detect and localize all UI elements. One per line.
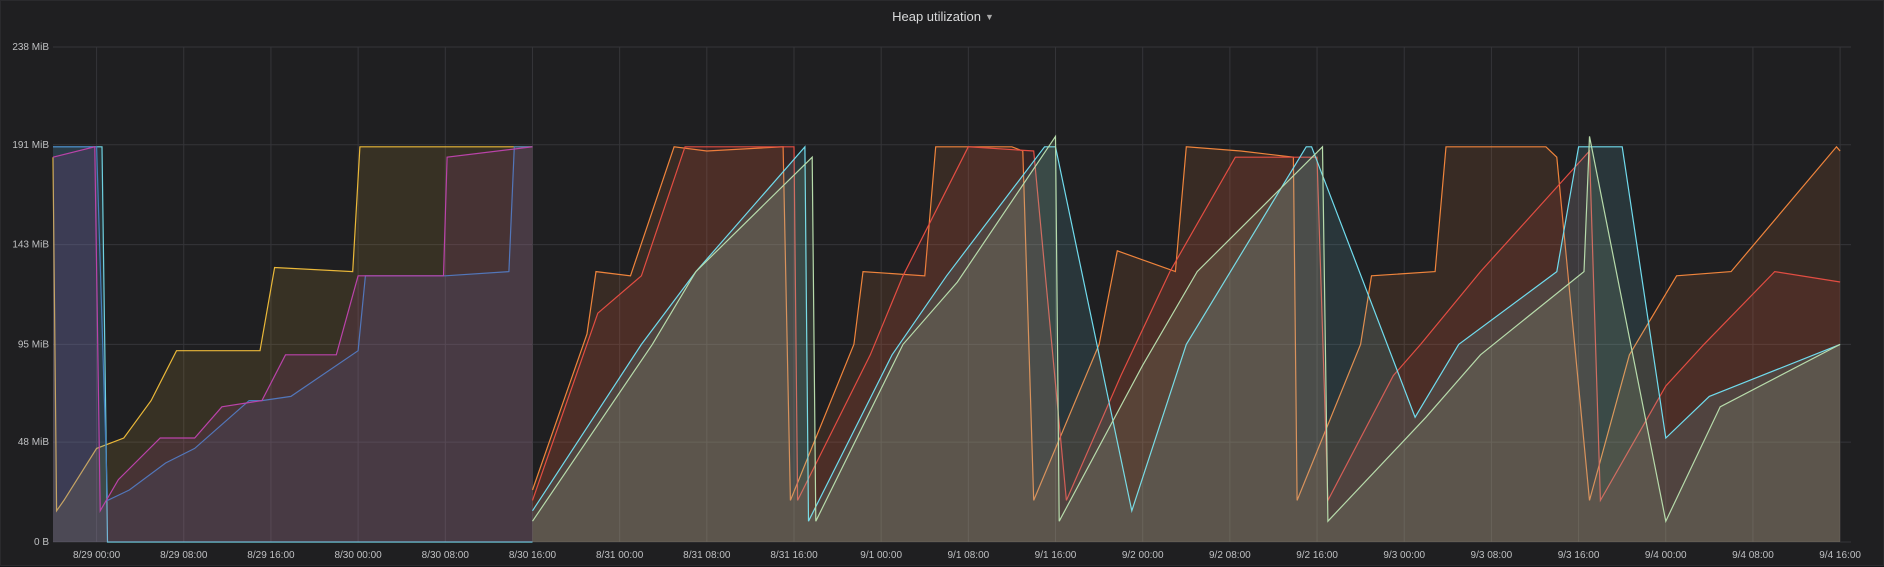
x-tick-label: 8/31 16:00	[770, 550, 818, 561]
x-tick-label: 8/30 08:00	[422, 550, 470, 561]
y-tick-label: 95 MiB	[18, 339, 49, 350]
x-tick-label: 9/4 08:00	[1732, 550, 1774, 561]
series-line	[53, 146, 533, 502]
series-area	[532, 136, 1841, 542]
series-layer	[52, 134, 1841, 543]
chevron-down-icon[interactable]: ▼	[984, 12, 994, 22]
x-tick-label: 9/3 00:00	[1383, 550, 1425, 561]
x-tick-label: 9/1 00:00	[860, 550, 902, 561]
y-tick-label: 238 MiB	[12, 42, 49, 53]
x-tick-label: 9/3 16:00	[1558, 550, 1600, 561]
panel-title[interactable]: Heap utilization ▼	[1, 9, 1884, 24]
series-line	[532, 134, 1841, 524]
series-area	[53, 146, 533, 543]
y-tick-label: 191 MiB	[12, 140, 49, 151]
x-tick-label: 8/31 00:00	[596, 550, 644, 561]
x-tick-label: 9/2 08:00	[1209, 550, 1251, 561]
series-line	[531, 145, 1841, 522]
x-tick-label: 9/1 16:00	[1035, 550, 1077, 561]
x-tick-label: 8/31 08:00	[683, 550, 731, 561]
x-tick-label: 8/29 00:00	[73, 550, 121, 561]
series-area	[53, 146, 533, 543]
x-axis: 8/29 00:00 8/29 08:00 8/29 16:00 8/30 00:00…	[73, 550, 1861, 561]
series-line	[531, 146, 1841, 503]
series-area	[53, 146, 533, 543]
panel-title-text: Heap utilization	[892, 9, 981, 24]
x-tick-label: 9/1 08:00	[947, 550, 989, 561]
y-tick-label: 48 MiB	[18, 437, 49, 448]
x-tick-label: 9/3 08:00	[1471, 550, 1513, 561]
y-axis: 0 B 48 MiB 95 MiB 143 MiB 191 MiB 238 MiB	[12, 42, 49, 548]
y-tick-label: 0 B	[34, 537, 49, 548]
x-tick-label: 8/29 08:00	[160, 550, 208, 561]
x-tick-label: 8/30 00:00	[334, 550, 382, 561]
grid	[53, 46, 1851, 543]
x-tick-label: 8/29 16:00	[247, 550, 295, 561]
x-tick-label: 9/2 16:00	[1296, 550, 1338, 561]
x-tick-label: 9/4 00:00	[1645, 550, 1687, 561]
series-line	[52, 146, 533, 513]
x-tick-label: 8/30 16:00	[509, 550, 557, 561]
x-tick-label: 9/2 00:00	[1122, 550, 1164, 561]
series-line	[52, 146, 533, 513]
series-area	[53, 146, 533, 543]
x-tick-label: 9/4 16:00	[1819, 550, 1861, 561]
series-line	[531, 145, 1841, 501]
y-tick-label: 143 MiB	[12, 240, 49, 251]
